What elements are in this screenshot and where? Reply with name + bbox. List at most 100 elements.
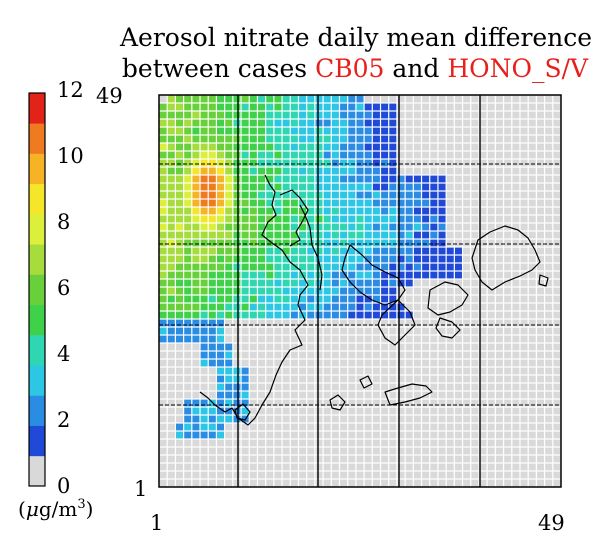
- grid-cell: [504, 271, 512, 279]
- grid-cell: [159, 335, 167, 343]
- grid-cell: [381, 439, 389, 447]
- grid-cell: [208, 231, 216, 239]
- grid-cell: [241, 223, 249, 231]
- grid-cell: [167, 263, 175, 271]
- grid-cell: [487, 375, 495, 383]
- grid-cell: [372, 479, 380, 487]
- grid-cell: [290, 287, 298, 295]
- grid-cell: [528, 383, 536, 391]
- grid-cell: [553, 399, 561, 407]
- grid-cell: [528, 239, 536, 247]
- grid-cell: [504, 407, 512, 415]
- grid-cell: [159, 359, 167, 367]
- grid-cell: [323, 455, 331, 463]
- grid-cell: [192, 143, 200, 151]
- grid-cell: [266, 311, 274, 319]
- grid-cell: [430, 343, 438, 351]
- grid-cell: [282, 335, 290, 343]
- grid-cell: [266, 207, 274, 215]
- grid-cell: [528, 175, 536, 183]
- grid-cell: [233, 159, 241, 167]
- colorbar: [28, 92, 46, 487]
- grid-cell: [520, 215, 528, 223]
- grid-cell: [348, 359, 356, 367]
- grid-cell: [331, 247, 339, 255]
- grid-cell: [225, 303, 233, 311]
- grid-cell: [389, 239, 397, 247]
- grid-cell: [331, 287, 339, 295]
- grid-cell: [372, 383, 380, 391]
- grid-cell: [430, 255, 438, 263]
- grid-cell: [176, 271, 184, 279]
- grid-cell: [208, 279, 216, 287]
- grid-cell: [512, 199, 520, 207]
- grid-cell: [487, 295, 495, 303]
- grid-cell: [487, 119, 495, 127]
- grid-cell: [315, 223, 323, 231]
- grid-cell: [184, 103, 192, 111]
- grid-cell: [233, 191, 241, 199]
- grid-cell: [405, 215, 413, 223]
- grid-cell: [200, 199, 208, 207]
- grid-cell: [290, 151, 298, 159]
- grid-cell: [372, 471, 380, 479]
- grid-cell: [192, 359, 200, 367]
- grid-cell: [454, 159, 462, 167]
- grid-cell: [405, 415, 413, 423]
- grid-cell: [331, 479, 339, 487]
- grid-cell: [200, 439, 208, 447]
- grid-cell: [217, 119, 225, 127]
- grid-cell: [422, 479, 430, 487]
- grid-cell: [446, 151, 454, 159]
- grid-cell: [356, 351, 364, 359]
- grid-cell: [536, 183, 544, 191]
- grid-cell: [331, 191, 339, 199]
- grid-cell: [504, 167, 512, 175]
- grid-cell: [438, 455, 446, 463]
- grid-cell: [266, 119, 274, 127]
- grid-cell: [176, 207, 184, 215]
- grid-cell: [495, 135, 503, 143]
- grid-cell: [315, 175, 323, 183]
- grid-cell: [438, 383, 446, 391]
- grid-cell: [208, 351, 216, 359]
- grid-cell: [331, 255, 339, 263]
- grid-cell: [340, 175, 348, 183]
- grid-cell: [192, 375, 200, 383]
- grid-cell: [545, 431, 553, 439]
- colorbar-segment: [29, 153, 45, 185]
- grid-cell: [487, 471, 495, 479]
- grid-cell: [504, 263, 512, 271]
- grid-cell: [340, 479, 348, 487]
- grid-cell: [167, 431, 175, 439]
- grid-cell: [217, 423, 225, 431]
- grid-cell: [176, 303, 184, 311]
- grid-cell: [520, 415, 528, 423]
- grid-cell: [454, 175, 462, 183]
- grid-cell: [258, 383, 266, 391]
- grid-cell: [200, 127, 208, 135]
- grid-cell: [479, 215, 487, 223]
- grid-cell: [282, 239, 290, 247]
- grid-cell: [471, 103, 479, 111]
- grid-cell: [495, 335, 503, 343]
- grid-cell: [241, 175, 249, 183]
- grid-cell: [553, 335, 561, 343]
- grid-cell: [372, 399, 380, 407]
- grid-cell: [512, 303, 520, 311]
- grid-cell: [504, 455, 512, 463]
- grid-cell: [233, 359, 241, 367]
- grid-cell: [463, 423, 471, 431]
- grid-cell: [495, 167, 503, 175]
- grid-cell: [167, 175, 175, 183]
- grid-cell: [274, 447, 282, 455]
- grid-cell: [372, 119, 380, 127]
- grid-cell: [282, 343, 290, 351]
- grid-cell: [553, 247, 561, 255]
- grid-cell: [348, 431, 356, 439]
- grid-cell: [479, 471, 487, 479]
- grid-cell: [454, 287, 462, 295]
- grid-cell: [545, 263, 553, 271]
- grid-cell: [422, 351, 430, 359]
- grid-cell: [520, 303, 528, 311]
